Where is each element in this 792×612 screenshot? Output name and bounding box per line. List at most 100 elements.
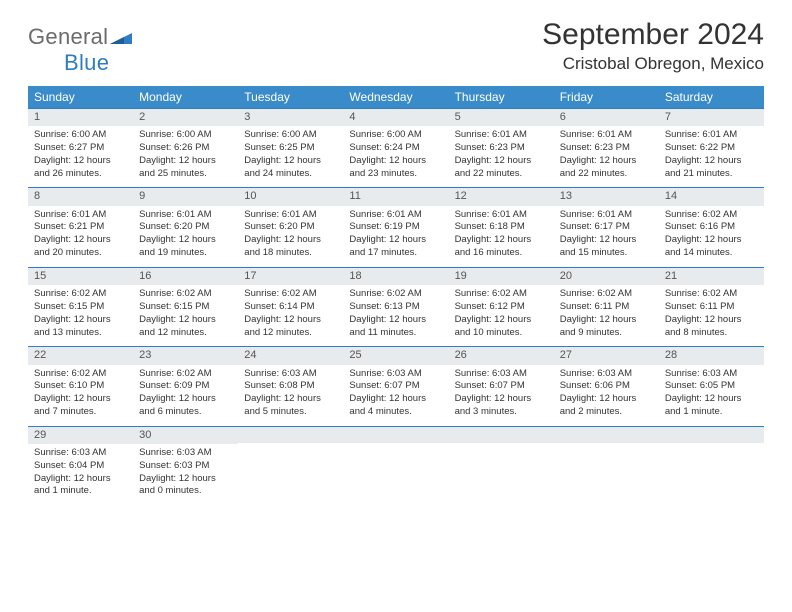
- sunrise-text: Sunrise: 6:01 AM: [349, 209, 442, 222]
- day-details: Sunrise: 6:02 AMSunset: 6:12 PMDaylight:…: [449, 285, 554, 346]
- sunrise-text: Sunrise: 6:00 AM: [34, 129, 127, 142]
- sunset-text: Sunset: 6:15 PM: [139, 301, 232, 314]
- day-number: 20: [554, 268, 659, 285]
- day-details: Sunrise: 6:01 AMSunset: 6:22 PMDaylight:…: [659, 126, 764, 187]
- day-details: Sunrise: 6:03 AMSunset: 6:06 PMDaylight:…: [554, 365, 659, 426]
- empty-body: [238, 443, 343, 499]
- daylight-text-2: and 12 minutes.: [244, 327, 337, 340]
- day-number: 18: [343, 268, 448, 285]
- weekday-saturday: Saturday: [659, 86, 764, 109]
- daylight-text-1: Daylight: 12 hours: [139, 234, 232, 247]
- day-cell: 7Sunrise: 6:01 AMSunset: 6:22 PMDaylight…: [659, 109, 764, 188]
- empty-body: [449, 443, 554, 499]
- sunset-text: Sunset: 6:04 PM: [34, 460, 127, 473]
- day-number: 15: [28, 268, 133, 285]
- daylight-text-2: and 14 minutes.: [665, 247, 758, 260]
- sunset-text: Sunset: 6:23 PM: [560, 142, 653, 155]
- sunrise-text: Sunrise: 6:01 AM: [244, 209, 337, 222]
- logo-text-blue: Blue: [64, 50, 109, 75]
- empty-band: [238, 427, 343, 443]
- sunrise-text: Sunrise: 6:03 AM: [139, 447, 232, 460]
- daylight-text-2: and 6 minutes.: [139, 406, 232, 419]
- day-details: Sunrise: 6:03 AMSunset: 6:08 PMDaylight:…: [238, 365, 343, 426]
- day-cell: 27Sunrise: 6:03 AMSunset: 6:06 PMDayligh…: [554, 347, 659, 426]
- day-details: Sunrise: 6:02 AMSunset: 6:13 PMDaylight:…: [343, 285, 448, 346]
- empty-band: [659, 427, 764, 443]
- day-cell: 18Sunrise: 6:02 AMSunset: 6:13 PMDayligh…: [343, 267, 448, 346]
- day-details: Sunrise: 6:01 AMSunset: 6:18 PMDaylight:…: [449, 206, 554, 267]
- daylight-text-1: Daylight: 12 hours: [244, 314, 337, 327]
- sunrise-text: Sunrise: 6:00 AM: [139, 129, 232, 142]
- month-title: September 2024: [542, 18, 764, 52]
- logo-text-general: General: [28, 24, 108, 49]
- day-number: 1: [28, 109, 133, 126]
- empty-cell: [343, 426, 448, 505]
- daylight-text-1: Daylight: 12 hours: [139, 155, 232, 168]
- day-cell: 9Sunrise: 6:01 AMSunset: 6:20 PMDaylight…: [133, 188, 238, 267]
- weekday-thursday: Thursday: [449, 86, 554, 109]
- sunrise-text: Sunrise: 6:03 AM: [455, 368, 548, 381]
- daylight-text-1: Daylight: 12 hours: [665, 234, 758, 247]
- day-details: Sunrise: 6:03 AMSunset: 6:04 PMDaylight:…: [28, 444, 133, 505]
- daylight-text-1: Daylight: 12 hours: [349, 393, 442, 406]
- header: General Blue September 2024 Cristobal Ob…: [28, 18, 764, 76]
- day-details: Sunrise: 6:02 AMSunset: 6:15 PMDaylight:…: [133, 285, 238, 346]
- sunrise-text: Sunrise: 6:01 AM: [34, 209, 127, 222]
- daylight-text-2: and 20 minutes.: [34, 247, 127, 260]
- daylight-text-1: Daylight: 12 hours: [244, 234, 337, 247]
- day-number: 8: [28, 188, 133, 205]
- day-cell: 20Sunrise: 6:02 AMSunset: 6:11 PMDayligh…: [554, 267, 659, 346]
- daylight-text-2: and 22 minutes.: [455, 168, 548, 181]
- day-details: Sunrise: 6:00 AMSunset: 6:27 PMDaylight:…: [28, 126, 133, 187]
- weekday-wednesday: Wednesday: [343, 86, 448, 109]
- day-number: 21: [659, 268, 764, 285]
- weekday-monday: Monday: [133, 86, 238, 109]
- day-details: Sunrise: 6:02 AMSunset: 6:11 PMDaylight:…: [554, 285, 659, 346]
- sunset-text: Sunset: 6:27 PM: [34, 142, 127, 155]
- empty-body: [343, 443, 448, 499]
- day-cell: 26Sunrise: 6:03 AMSunset: 6:07 PMDayligh…: [449, 347, 554, 426]
- sunset-text: Sunset: 6:25 PM: [244, 142, 337, 155]
- week-row: 15Sunrise: 6:02 AMSunset: 6:15 PMDayligh…: [28, 267, 764, 346]
- day-details: Sunrise: 6:02 AMSunset: 6:11 PMDaylight:…: [659, 285, 764, 346]
- day-number: 11: [343, 188, 448, 205]
- daylight-text-1: Daylight: 12 hours: [34, 314, 127, 327]
- daylight-text-2: and 11 minutes.: [349, 327, 442, 340]
- daylight-text-1: Daylight: 12 hours: [349, 155, 442, 168]
- daylight-text-2: and 10 minutes.: [455, 327, 548, 340]
- day-cell: 4Sunrise: 6:00 AMSunset: 6:24 PMDaylight…: [343, 109, 448, 188]
- day-cell: 8Sunrise: 6:01 AMSunset: 6:21 PMDaylight…: [28, 188, 133, 267]
- daylight-text-1: Daylight: 12 hours: [455, 314, 548, 327]
- day-cell: 3Sunrise: 6:00 AMSunset: 6:25 PMDaylight…: [238, 109, 343, 188]
- daylight-text-1: Daylight: 12 hours: [560, 234, 653, 247]
- sunrise-text: Sunrise: 6:02 AM: [560, 288, 653, 301]
- sunset-text: Sunset: 6:20 PM: [244, 221, 337, 234]
- daylight-text-2: and 0 minutes.: [139, 485, 232, 498]
- day-number: 30: [133, 427, 238, 444]
- daylight-text-2: and 12 minutes.: [139, 327, 232, 340]
- sunset-text: Sunset: 6:16 PM: [665, 221, 758, 234]
- day-details: Sunrise: 6:01 AMSunset: 6:21 PMDaylight:…: [28, 206, 133, 267]
- day-cell: 14Sunrise: 6:02 AMSunset: 6:16 PMDayligh…: [659, 188, 764, 267]
- daylight-text-1: Daylight: 12 hours: [455, 234, 548, 247]
- daylight-text-1: Daylight: 12 hours: [34, 393, 127, 406]
- sunset-text: Sunset: 6:22 PM: [665, 142, 758, 155]
- sunset-text: Sunset: 6:09 PM: [139, 380, 232, 393]
- day-number: 9: [133, 188, 238, 205]
- daylight-text-1: Daylight: 12 hours: [665, 314, 758, 327]
- day-number: 23: [133, 347, 238, 364]
- sunset-text: Sunset: 6:07 PM: [349, 380, 442, 393]
- week-row: 29Sunrise: 6:03 AMSunset: 6:04 PMDayligh…: [28, 426, 764, 505]
- day-number: 14: [659, 188, 764, 205]
- daylight-text-2: and 4 minutes.: [349, 406, 442, 419]
- day-cell: 29Sunrise: 6:03 AMSunset: 6:04 PMDayligh…: [28, 426, 133, 505]
- empty-cell: [554, 426, 659, 505]
- sunrise-text: Sunrise: 6:00 AM: [349, 129, 442, 142]
- sunrise-text: Sunrise: 6:01 AM: [455, 129, 548, 142]
- empty-band: [343, 427, 448, 443]
- daylight-text-1: Daylight: 12 hours: [665, 155, 758, 168]
- sunrise-text: Sunrise: 6:01 AM: [139, 209, 232, 222]
- day-number: 29: [28, 427, 133, 444]
- daylight-text-2: and 1 minute.: [34, 485, 127, 498]
- day-number: 3: [238, 109, 343, 126]
